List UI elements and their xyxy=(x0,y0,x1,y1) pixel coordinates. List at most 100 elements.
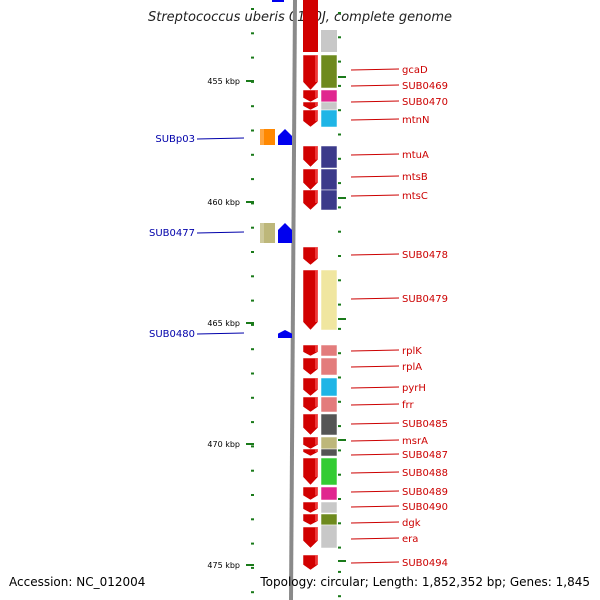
minor-tick xyxy=(338,182,341,185)
gene-label-SUB0487: SUB0487 xyxy=(402,450,448,461)
gene-label-leader xyxy=(350,84,400,87)
minor-tick xyxy=(338,498,341,500)
gene-label-leader xyxy=(350,118,400,121)
gene-arrow-highlight xyxy=(315,102,318,106)
cog-box-frr xyxy=(320,396,338,413)
gene-label-leader xyxy=(350,175,400,178)
gene-arrow-highlight xyxy=(315,487,318,496)
gene-label-leader xyxy=(350,100,400,103)
minor-tick xyxy=(251,32,254,35)
minor-tick xyxy=(338,109,341,112)
gene-arrow-SUBp03 xyxy=(278,129,292,145)
cog-box-SUB0479 xyxy=(320,269,338,331)
gene-arrow-highlight xyxy=(315,146,318,160)
gene-label-frr: frr xyxy=(402,400,414,411)
minor-tick xyxy=(251,372,254,375)
scale-ticks: 455 kbp 460 kbp 465 kbp 470 kbp 475 kbp xyxy=(207,8,346,598)
minor-tick xyxy=(338,60,341,63)
gene-arrow-highlight xyxy=(315,514,318,521)
gene-label-leader xyxy=(350,153,400,156)
gene-label-SUB0469: SUB0469 xyxy=(402,81,448,92)
minor-tick xyxy=(338,595,341,598)
cog-box-msrA xyxy=(320,436,338,450)
gene-arrow-highlight xyxy=(315,397,318,407)
gene-label-leader xyxy=(350,253,400,256)
gene-label-SUB0477: SUB0477 xyxy=(149,228,195,239)
minor-tick xyxy=(251,178,254,181)
gene-arrow-highlight xyxy=(315,190,318,203)
gene-label-leader xyxy=(196,137,245,140)
minor-tick xyxy=(338,400,341,403)
gene-arrow-highlight xyxy=(315,270,318,322)
gene-label-leader xyxy=(350,537,400,540)
major-tick-label: 465 kbp xyxy=(207,319,240,328)
gene-labels: gcaD SUB0469 SUB0470 mtnN mtuA mtsB mtsC SUB047… xyxy=(149,65,448,569)
gene-features xyxy=(260,0,338,571)
gene-arrow-highlight xyxy=(315,247,318,259)
minor-tick xyxy=(338,206,341,209)
accession-label: Accession: NC_012004 xyxy=(9,575,146,589)
cog-box-highlight xyxy=(260,223,264,243)
minor-tick xyxy=(251,421,254,424)
minor-tick xyxy=(251,129,254,132)
minor-tick xyxy=(251,494,254,496)
minor-tick xyxy=(338,522,341,525)
gene-label-mtnN: mtnN xyxy=(402,115,429,126)
cog-box-SUB0490 xyxy=(320,501,338,514)
major-tick xyxy=(246,201,254,203)
minor-tick xyxy=(251,153,254,156)
minor-tick xyxy=(251,8,254,10)
gene-arrow-SUB0477 xyxy=(278,223,292,243)
gene-label-leader xyxy=(350,297,400,300)
minor-tick xyxy=(338,449,341,452)
gene-label-leader xyxy=(350,403,400,406)
cog-box-SUB0487 xyxy=(320,448,338,457)
minor-tick xyxy=(338,425,341,428)
cog-box-SUB0485 xyxy=(320,413,338,436)
minor-tick xyxy=(251,202,254,205)
gene-label-leader xyxy=(350,490,400,493)
minor-tick xyxy=(251,348,254,351)
cog-box-mtsB xyxy=(320,168,338,191)
minor-tick xyxy=(338,352,341,355)
gene-label-era: era xyxy=(402,534,418,545)
genome-backbone xyxy=(289,0,297,600)
gene-label-leader xyxy=(350,521,400,524)
major-tick-label: 460 kbp xyxy=(207,198,240,207)
gene-arrow-SUB0480 xyxy=(278,330,292,338)
cog-box-SUB0477 xyxy=(260,223,275,243)
minor-tick xyxy=(338,376,341,379)
minor-tick xyxy=(338,12,341,14)
minor-tick xyxy=(251,251,254,253)
gene-label-SUB0490: SUB0490 xyxy=(402,502,448,513)
major-tick xyxy=(246,322,254,324)
minor-tick xyxy=(251,299,254,302)
major-tick xyxy=(246,443,254,445)
gene-arrow-highlight xyxy=(315,169,318,183)
cog-box-SUB0469 xyxy=(320,89,338,103)
gene-label-SUB0485: SUB0485 xyxy=(402,419,448,430)
gene-label-leader xyxy=(350,68,400,71)
gene-label-SUB0479: SUB0479 xyxy=(402,294,448,305)
minor-tick xyxy=(251,445,254,448)
cog-box-highlight xyxy=(260,129,264,145)
cog-box-gcaD xyxy=(320,54,338,89)
cog-box-pyrH xyxy=(320,377,338,397)
gene-arrow-partial xyxy=(303,0,318,30)
gene-arrow-highlight xyxy=(315,110,318,122)
major-tick-label: 475 kbp xyxy=(207,561,240,570)
cog-box-partial xyxy=(321,30,337,52)
minor-tick xyxy=(338,327,341,330)
minor-tick xyxy=(338,570,341,573)
cog-box-dgk xyxy=(320,513,338,526)
minor-tick xyxy=(338,36,341,39)
genome-title: Streptococcus uberis 0140J, complete gen… xyxy=(147,10,453,25)
minor-tick xyxy=(251,566,254,569)
gene-label-leader xyxy=(350,422,400,425)
gene-label-mtsB: mtsB xyxy=(402,172,428,183)
minor-tick xyxy=(338,279,341,282)
minor-tick xyxy=(251,275,254,278)
minor-tick xyxy=(251,469,254,472)
gene-label-mtuA: mtuA xyxy=(402,150,429,161)
minor-tick xyxy=(251,396,254,399)
